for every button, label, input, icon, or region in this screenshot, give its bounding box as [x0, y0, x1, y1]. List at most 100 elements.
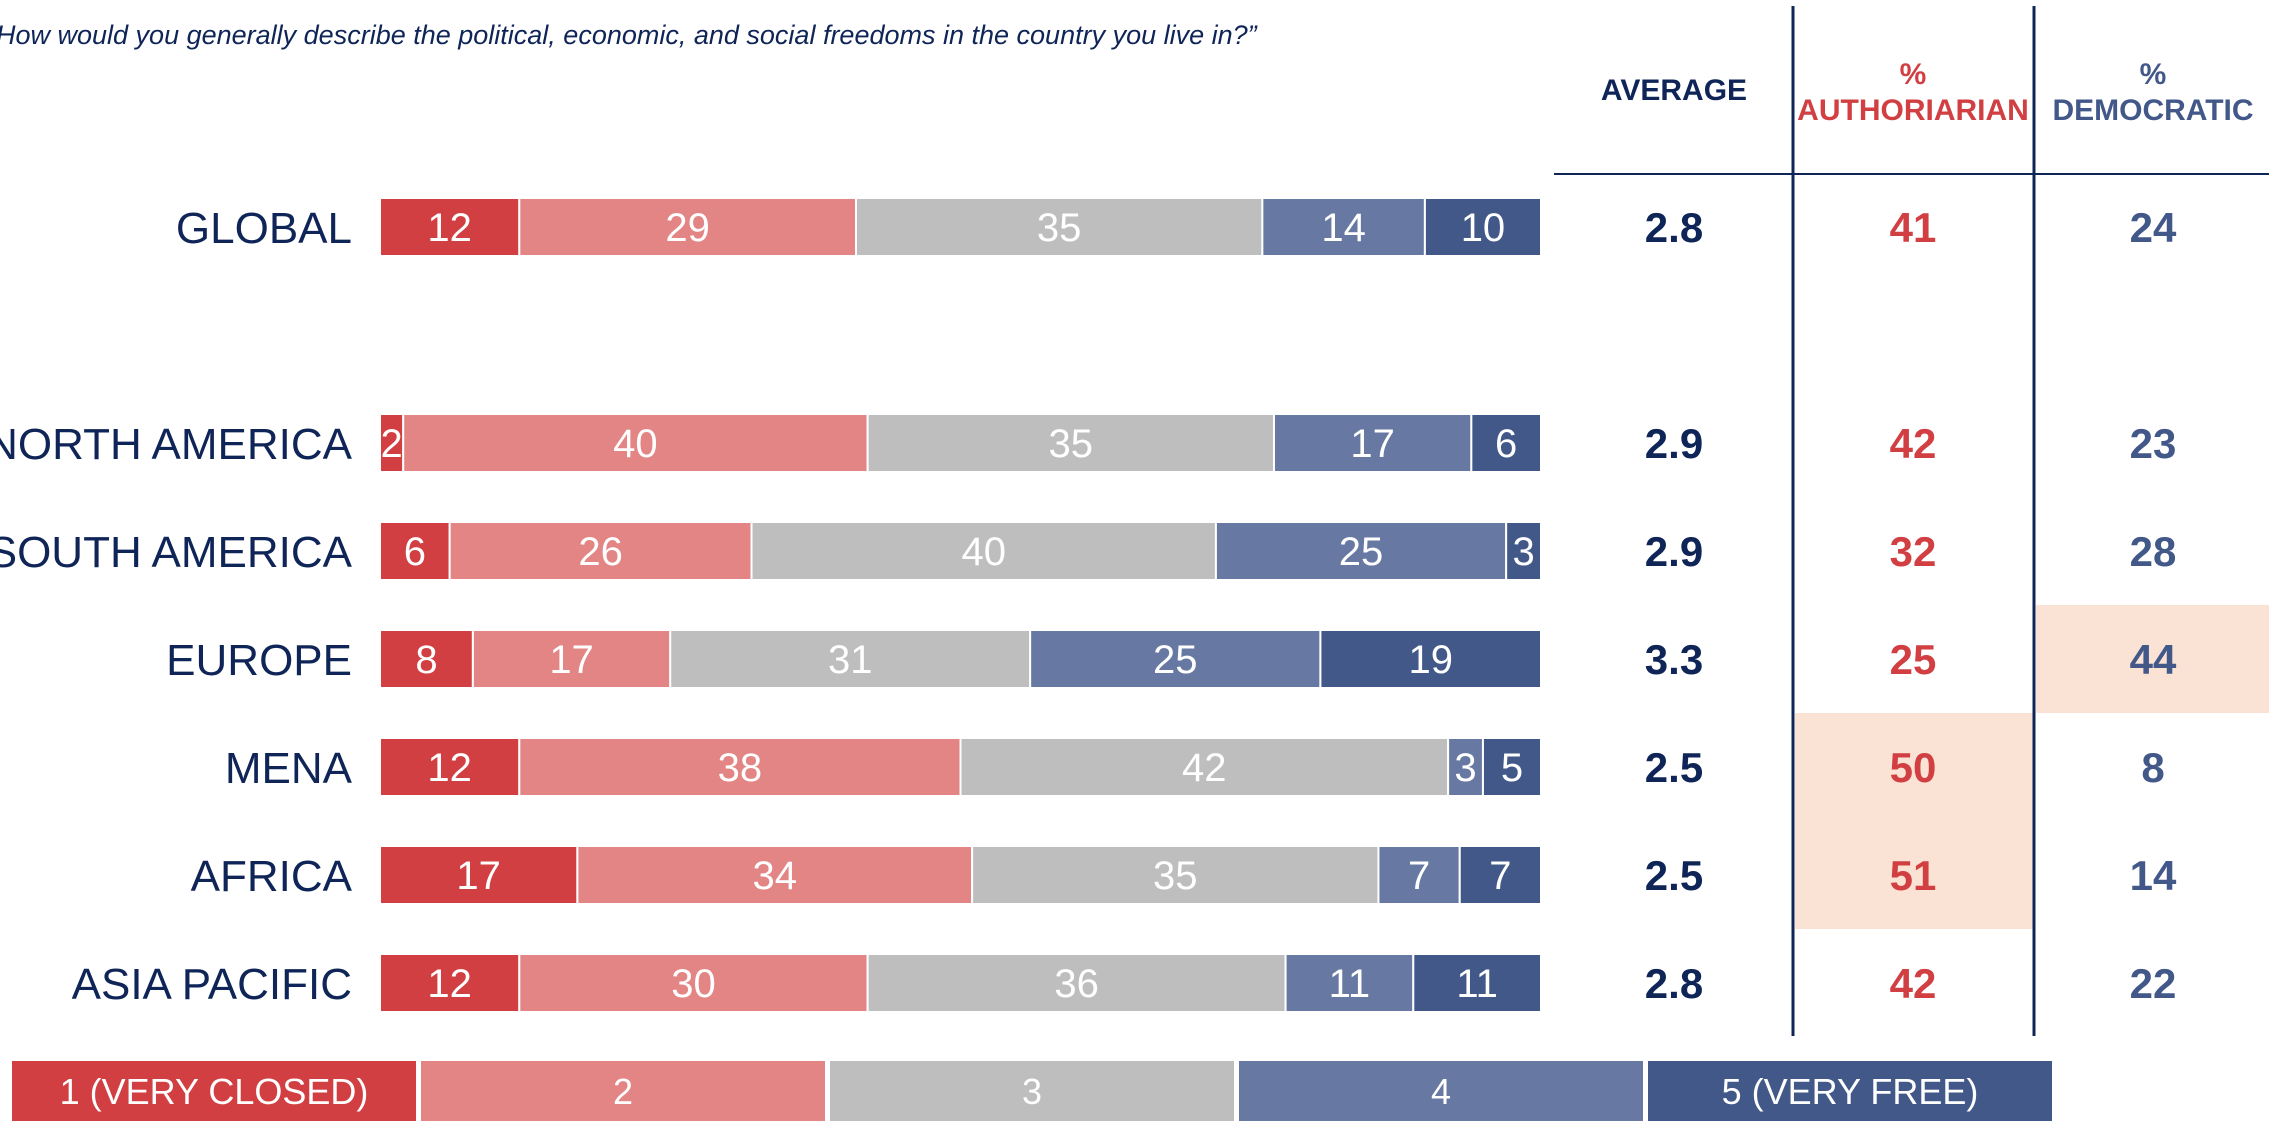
bar-south-america-level-4 — [1214, 521, 1508, 581]
average-asia-pacific: 2.8 — [1645, 960, 1703, 1007]
bar-asia-pacific-level-1 — [379, 953, 521, 1013]
bar-mena-level-1 — [379, 737, 521, 797]
legend-swatch-4 — [1239, 1061, 1643, 1121]
row-label-europe: EUROPE — [166, 636, 352, 685]
row-label-north-america: NORTH AMERICA — [0, 420, 353, 469]
average-africa: 2.5 — [1645, 852, 1703, 899]
bar-global-level-3 — [855, 197, 1264, 257]
democratic-global: 24 — [2130, 204, 2177, 251]
bar-value-europe-level-2: 17 — [549, 638, 594, 682]
authoritarian-pct-symbol: % — [1900, 58, 1927, 91]
row-label-africa: AFRICA — [191, 852, 353, 901]
bar-north-america-level-2 — [402, 413, 869, 473]
bar-north-america-level-4 — [1272, 413, 1473, 473]
bar-value-global-level-5: 10 — [1461, 206, 1506, 250]
bar-asia-pacific-level-3 — [866, 953, 1287, 1013]
bar-value-asia-pacific-level-4: 11 — [1329, 962, 1371, 1006]
row-label-south-america: SOUTH AMERICA — [0, 528, 353, 577]
bar-africa-level-4 — [1377, 845, 1461, 905]
row-label-mena: MENA — [225, 744, 353, 793]
bar-value-asia-pacific-level-2: 30 — [671, 962, 716, 1006]
legend-label-3: 3 — [1022, 1071, 1042, 1112]
authoritarian-global: 41 — [1890, 204, 1937, 251]
democratic-mena: 8 — [2141, 744, 2164, 791]
bar-value-north-america-level-5: 6 — [1495, 422, 1517, 466]
bar-value-south-america-level-3: 40 — [961, 530, 1006, 574]
average-column-header: AVERAGE — [1601, 74, 1747, 107]
bar-south-america-level-3 — [750, 521, 1217, 581]
bar-europe-level-5 — [1319, 629, 1543, 689]
authoritarian-europe: 25 — [1890, 636, 1937, 683]
authoritarian-africa: 51 — [1890, 852, 1937, 899]
bar-value-south-america-level-2: 26 — [578, 530, 623, 574]
stacked-bars: GLOBAL 12 29 35 14 10 NORTH AMERICA 2 40 35 17 6 SOU… — [0, 197, 1543, 1013]
bar-global-level-1 — [379, 197, 521, 257]
democratic-africa: 14 — [2130, 852, 2177, 899]
bar-value-south-america-level-4: 25 — [1339, 530, 1384, 574]
legend: 1 (VERY CLOSED) 2 3 4 5 (VERY FREE) — [12, 1061, 2052, 1121]
bar-value-asia-pacific-level-5: 11 — [1456, 962, 1498, 1006]
bar-value-asia-pacific-level-1: 12 — [427, 962, 472, 1006]
bar-north-america-level-5 — [1470, 413, 1542, 473]
democratic-asia-pacific: 22 — [2130, 960, 2177, 1007]
bar-value-africa-level-1: 17 — [456, 854, 501, 898]
bar-value-africa-level-2: 34 — [752, 854, 797, 898]
highlight-democratic-europe — [2036, 605, 2269, 713]
bar-south-america-level-2 — [448, 521, 753, 581]
highlight-authoritarian-africa — [1795, 821, 2033, 929]
bar-global-level-5 — [1423, 197, 1543, 257]
summary-table: 2.8 41 24 2.9 42 23 2.9 32 28 3.3 25 44 2.5 50 8 2.5 51 1… — [1645, 204, 2177, 1007]
legend-swatch-2 — [421, 1061, 825, 1121]
bar-africa-level-5 — [1458, 845, 1542, 905]
highlight-authoritarian-mena — [1795, 713, 2033, 821]
bar-value-africa-level-5: 7 — [1489, 854, 1511, 898]
legend-label-5: 5 (VERY FREE) — [1722, 1071, 1979, 1112]
democratic-pct-symbol: % — [2140, 58, 2167, 91]
democratic-europe: 44 — [2130, 636, 2177, 683]
bar-value-global-level-2: 29 — [665, 206, 710, 250]
democratic-column-header: DEMOCRATIC — [2052, 94, 2253, 127]
bar-value-europe-level-4: 25 — [1153, 638, 1198, 682]
legend-swatch-5 — [1648, 1061, 2052, 1121]
bar-value-north-america-level-1: 2 — [380, 422, 402, 466]
bar-global-level-4 — [1261, 197, 1426, 257]
average-global: 2.8 — [1645, 204, 1703, 251]
democratic-south-america: 28 — [2130, 528, 2177, 575]
bar-value-mena-level-3: 42 — [1182, 746, 1227, 790]
bar-asia-pacific-level-5 — [1412, 953, 1543, 1013]
bar-mena-level-5 — [1481, 737, 1542, 797]
bar-value-mena-level-2: 38 — [718, 746, 763, 790]
legend-swatch-3 — [830, 1061, 1234, 1121]
bar-africa-level-3 — [971, 845, 1380, 905]
bar-value-global-level-4: 14 — [1321, 206, 1366, 250]
highlight-cells — [1795, 605, 2269, 929]
authoritarian-asia-pacific: 42 — [1890, 960, 1937, 1007]
bar-value-mena-level-5: 5 — [1501, 746, 1523, 790]
bar-asia-pacific-level-4 — [1284, 953, 1415, 1013]
bar-value-asia-pacific-level-3: 36 — [1054, 962, 1099, 1006]
bar-value-global-level-1: 12 — [427, 206, 472, 250]
average-europe: 3.3 — [1645, 636, 1703, 683]
bar-value-africa-level-4: 7 — [1408, 854, 1430, 898]
bar-value-north-america-level-2: 40 — [613, 422, 658, 466]
authoritarian-mena: 50 — [1890, 744, 1937, 791]
bar-value-north-america-level-3: 35 — [1049, 422, 1094, 466]
legend-label-1: 1 (VERY CLOSED) — [60, 1071, 369, 1112]
legend-label-4: 4 — [1431, 1071, 1451, 1112]
row-label-asia-pacific: ASIA PACIFIC — [72, 960, 352, 1009]
average-north-america: 2.9 — [1645, 420, 1703, 467]
bar-mena-level-4 — [1447, 737, 1484, 797]
authoritarian-north-america: 42 — [1890, 420, 1937, 467]
bar-value-mena-level-4: 3 — [1454, 746, 1476, 790]
bar-south-america-level-5 — [1505, 521, 1543, 581]
bar-value-south-america-level-1: 6 — [404, 530, 426, 574]
bar-mena-level-2 — [518, 737, 962, 797]
average-south-america: 2.9 — [1645, 528, 1703, 575]
bar-value-mena-level-1: 12 — [427, 746, 472, 790]
legend-swatch-1 — [12, 1061, 416, 1121]
row-label-global: GLOBAL — [176, 204, 352, 253]
bar-value-europe-level-3: 31 — [828, 638, 873, 682]
authoritarian-south-america: 32 — [1890, 528, 1937, 575]
bar-value-global-level-3: 35 — [1037, 206, 1082, 250]
